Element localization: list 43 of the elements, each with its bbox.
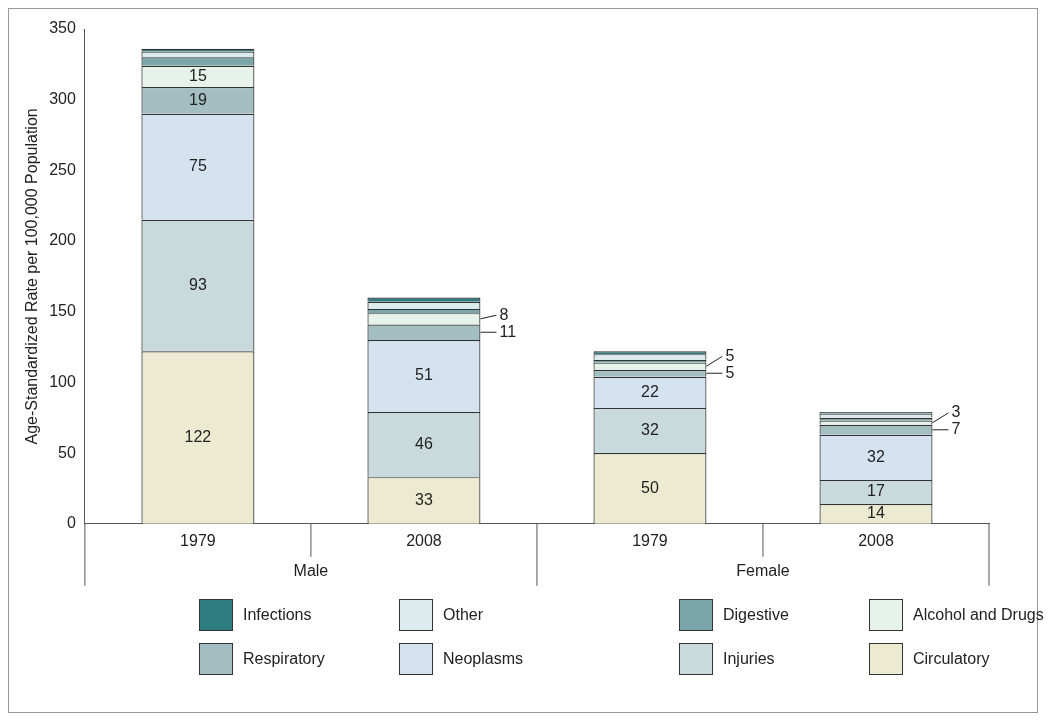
data-label: 14 (867, 504, 885, 522)
data-label: 122 (184, 427, 212, 445)
legend-label: Other (443, 606, 484, 624)
text: Female (736, 562, 790, 580)
text: Male (293, 562, 329, 580)
data-label: 19 (189, 90, 207, 108)
y-tick-label: 150 (49, 302, 76, 320)
y-tick-label: 100 (49, 372, 76, 390)
data-label: 51 (415, 366, 433, 384)
legend-label: Injuries (723, 650, 775, 668)
data-label: 17 (867, 482, 885, 500)
data-label: 75 (189, 157, 207, 175)
legend-label: Circulatory (913, 650, 990, 668)
data-label: 32 (867, 447, 885, 465)
y-tick-label: 0 (66, 514, 76, 532)
data-label: 7 (951, 420, 961, 438)
data-label: 46 (415, 435, 433, 453)
data-label: 50 (641, 478, 659, 496)
legend-label: Infections (243, 606, 312, 624)
legend-label: Alcohol and Drugs (913, 606, 1044, 624)
y-tick-label: 250 (49, 160, 76, 178)
y-tick-label: 300 (49, 90, 76, 108)
x-tick-label: 1979 (180, 531, 216, 549)
y-tick-label: 200 (49, 231, 76, 249)
legend-label: Neoplasms (443, 650, 524, 668)
data-label: 11 (499, 322, 517, 340)
data-label: 32 (641, 420, 659, 438)
data-label: 22 (641, 382, 659, 400)
data-label: 93 (189, 276, 207, 293)
x-tick-label: 2008 (858, 531, 894, 549)
y-axis-title: Age-Standardized Rate per 100,000 Population (23, 108, 41, 445)
data-label: 3 (951, 403, 961, 421)
data-label: 15 (189, 66, 207, 84)
y-tick-label: 350 (49, 19, 76, 37)
data-label: 5 (725, 363, 735, 381)
data-label: 5 (725, 346, 735, 364)
data-label: 8 (499, 305, 509, 323)
x-tick-label: 2008 (406, 531, 442, 549)
legend-label: Respiratory (243, 650, 325, 668)
y-tick-label: 50 (58, 443, 76, 461)
x-tick-label: 1979 (632, 531, 668, 549)
data-label: 33 (415, 490, 433, 508)
legend-label: Digestive (723, 606, 789, 624)
